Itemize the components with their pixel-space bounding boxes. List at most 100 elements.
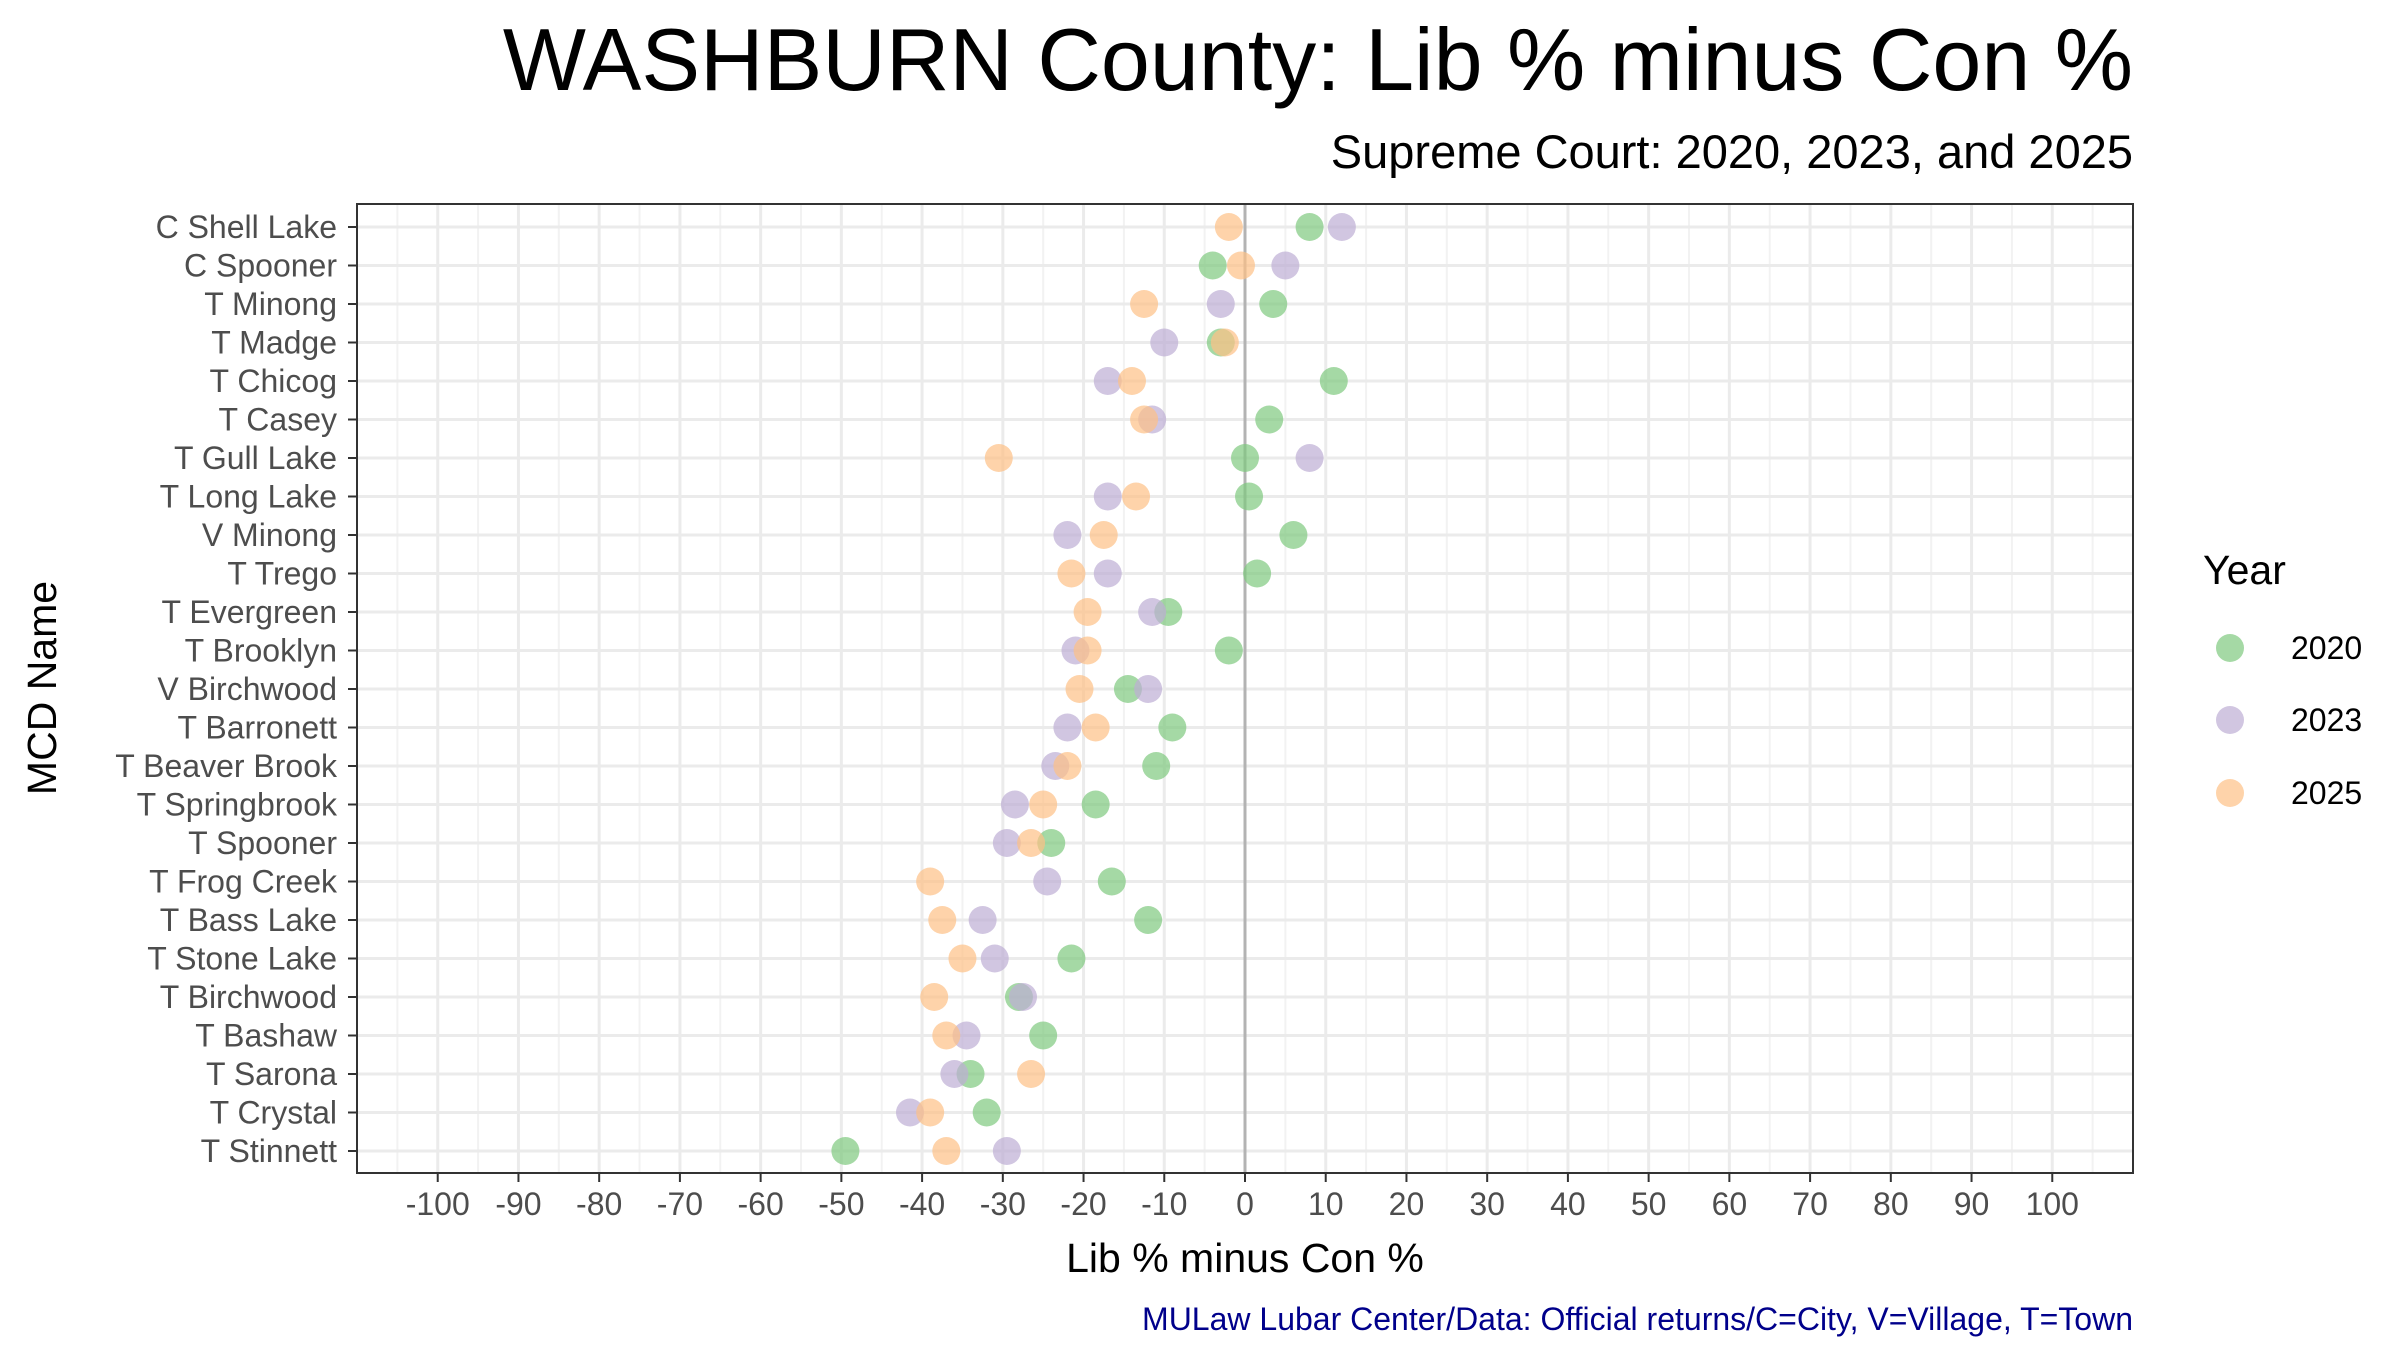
x-tick-label: -10 xyxy=(1141,1186,1187,1222)
y-tick-label: T Casey xyxy=(218,402,337,438)
data-point xyxy=(916,867,945,896)
data-point xyxy=(984,444,1013,472)
series-2020 xyxy=(831,213,1348,1165)
data-point xyxy=(1073,598,1102,626)
y-tick-label: T Chicog xyxy=(210,363,337,399)
data-point xyxy=(1142,752,1171,780)
x-tick-label: -100 xyxy=(406,1186,470,1222)
y-tick-label: T Long Lake xyxy=(160,479,337,515)
legend-item-2025: 2025 xyxy=(2216,775,2362,811)
data-point xyxy=(928,906,957,934)
legend-key xyxy=(2216,634,2244,662)
x-axis-ticks: -100 -90 -80 -70 -60 -50 -40 -30 -20 -10 0 10 20 30 40… xyxy=(406,1173,2079,1222)
data-point xyxy=(1271,251,1300,280)
x-tick-label: 30 xyxy=(1469,1186,1505,1222)
y-tick-label: T Evergreen xyxy=(162,594,338,630)
y-tick-label: T Spooner xyxy=(188,825,337,861)
data-point xyxy=(1206,290,1235,318)
y-tick-label: T Sarona xyxy=(206,1056,337,1092)
data-point xyxy=(1117,367,1146,395)
legend-key xyxy=(2216,779,2244,807)
data-point xyxy=(1029,1021,1058,1050)
chart-subtitle: Supreme Court: 2020, 2023, and 2025 xyxy=(1331,125,2133,178)
data-point xyxy=(1073,636,1102,665)
data-point xyxy=(1093,367,1122,395)
data-point xyxy=(895,1098,924,1127)
y-axis-title: MCD Name xyxy=(19,581,65,795)
data-point xyxy=(1097,867,1126,896)
data-point xyxy=(1279,521,1308,549)
data-point xyxy=(1327,213,1356,241)
x-tick-label: 10 xyxy=(1308,1186,1344,1222)
data-point xyxy=(972,1098,1001,1127)
data-point xyxy=(932,1137,961,1165)
data-point xyxy=(920,983,949,1011)
data-point xyxy=(980,944,1009,973)
y-tick-label: V Minong xyxy=(202,517,337,553)
data-point xyxy=(1235,482,1264,511)
y-tick-label: T Madge xyxy=(211,325,337,361)
y-tick-label: T Barronett xyxy=(178,710,338,746)
data-point xyxy=(1295,444,1324,472)
data-point xyxy=(1093,482,1122,511)
data-point xyxy=(1053,713,1082,742)
y-tick-label: T Stinnett xyxy=(201,1133,337,1169)
y-tick-label: T Springbrook xyxy=(137,787,338,823)
y-tick-label: T Bass Lake xyxy=(160,902,337,938)
data-point xyxy=(1255,405,1284,434)
data-point xyxy=(1017,829,1046,857)
data-point xyxy=(1122,482,1151,511)
data-point xyxy=(916,1098,945,1127)
chart-title: WASHBURN County: Lib % minus Con % xyxy=(503,10,2133,109)
x-tick-label: -60 xyxy=(738,1186,784,1222)
data-point xyxy=(940,1060,969,1088)
data-point xyxy=(952,1021,981,1050)
series-2025 xyxy=(916,213,1255,1165)
y-tick-label: T Gull Lake xyxy=(174,440,337,476)
data-point xyxy=(1081,790,1110,819)
legend-item-2020: 2020 xyxy=(2216,630,2362,666)
data-point xyxy=(1138,598,1167,626)
y-tick-label: T Beaver Brook xyxy=(115,748,338,784)
y-tick-label: C Shell Lake xyxy=(156,209,337,245)
x-tick-label: 80 xyxy=(1873,1186,1909,1222)
data-point xyxy=(1134,675,1163,703)
x-tick-label: -40 xyxy=(899,1186,945,1222)
data-point xyxy=(992,829,1021,857)
data-point xyxy=(831,1137,860,1165)
data-point xyxy=(992,1137,1021,1165)
data-point xyxy=(1081,713,1110,742)
data-point xyxy=(1158,713,1187,742)
data-point xyxy=(1029,790,1058,819)
y-tick-label: V Birchwood xyxy=(157,671,337,707)
data-point xyxy=(1243,559,1272,588)
x-axis-title: Lib % minus Con % xyxy=(1066,1235,1424,1281)
data-point xyxy=(1150,328,1179,357)
data-point xyxy=(1130,290,1159,318)
data-point xyxy=(948,944,977,973)
data-point xyxy=(1053,521,1082,549)
data-point xyxy=(1000,790,1029,819)
x-tick-label: -90 xyxy=(495,1186,541,1222)
x-tick-label: 40 xyxy=(1550,1186,1586,1222)
data-point xyxy=(1017,1060,1046,1088)
data-point xyxy=(1057,944,1086,973)
legend-label: 2023 xyxy=(2291,702,2362,738)
data-point xyxy=(1009,983,1037,1011)
data-point xyxy=(1259,290,1288,318)
data-points xyxy=(831,213,1356,1165)
legend: 2020 2023 2025 xyxy=(2216,630,2362,811)
data-point xyxy=(1089,521,1118,549)
x-tick-label: -30 xyxy=(980,1186,1026,1222)
x-tick-label: 0 xyxy=(1236,1186,1254,1222)
data-point xyxy=(1053,752,1082,780)
data-point xyxy=(1319,367,1348,395)
data-point xyxy=(1295,213,1324,241)
legend-item-2023: 2023 xyxy=(2216,702,2362,738)
caption: MULaw Lubar Center/Data: Official return… xyxy=(1142,1301,2133,1337)
y-tick-label: T Trego xyxy=(227,556,337,592)
data-point xyxy=(1130,405,1159,434)
x-tick-label: -20 xyxy=(1060,1186,1106,1222)
data-point xyxy=(1198,251,1227,280)
